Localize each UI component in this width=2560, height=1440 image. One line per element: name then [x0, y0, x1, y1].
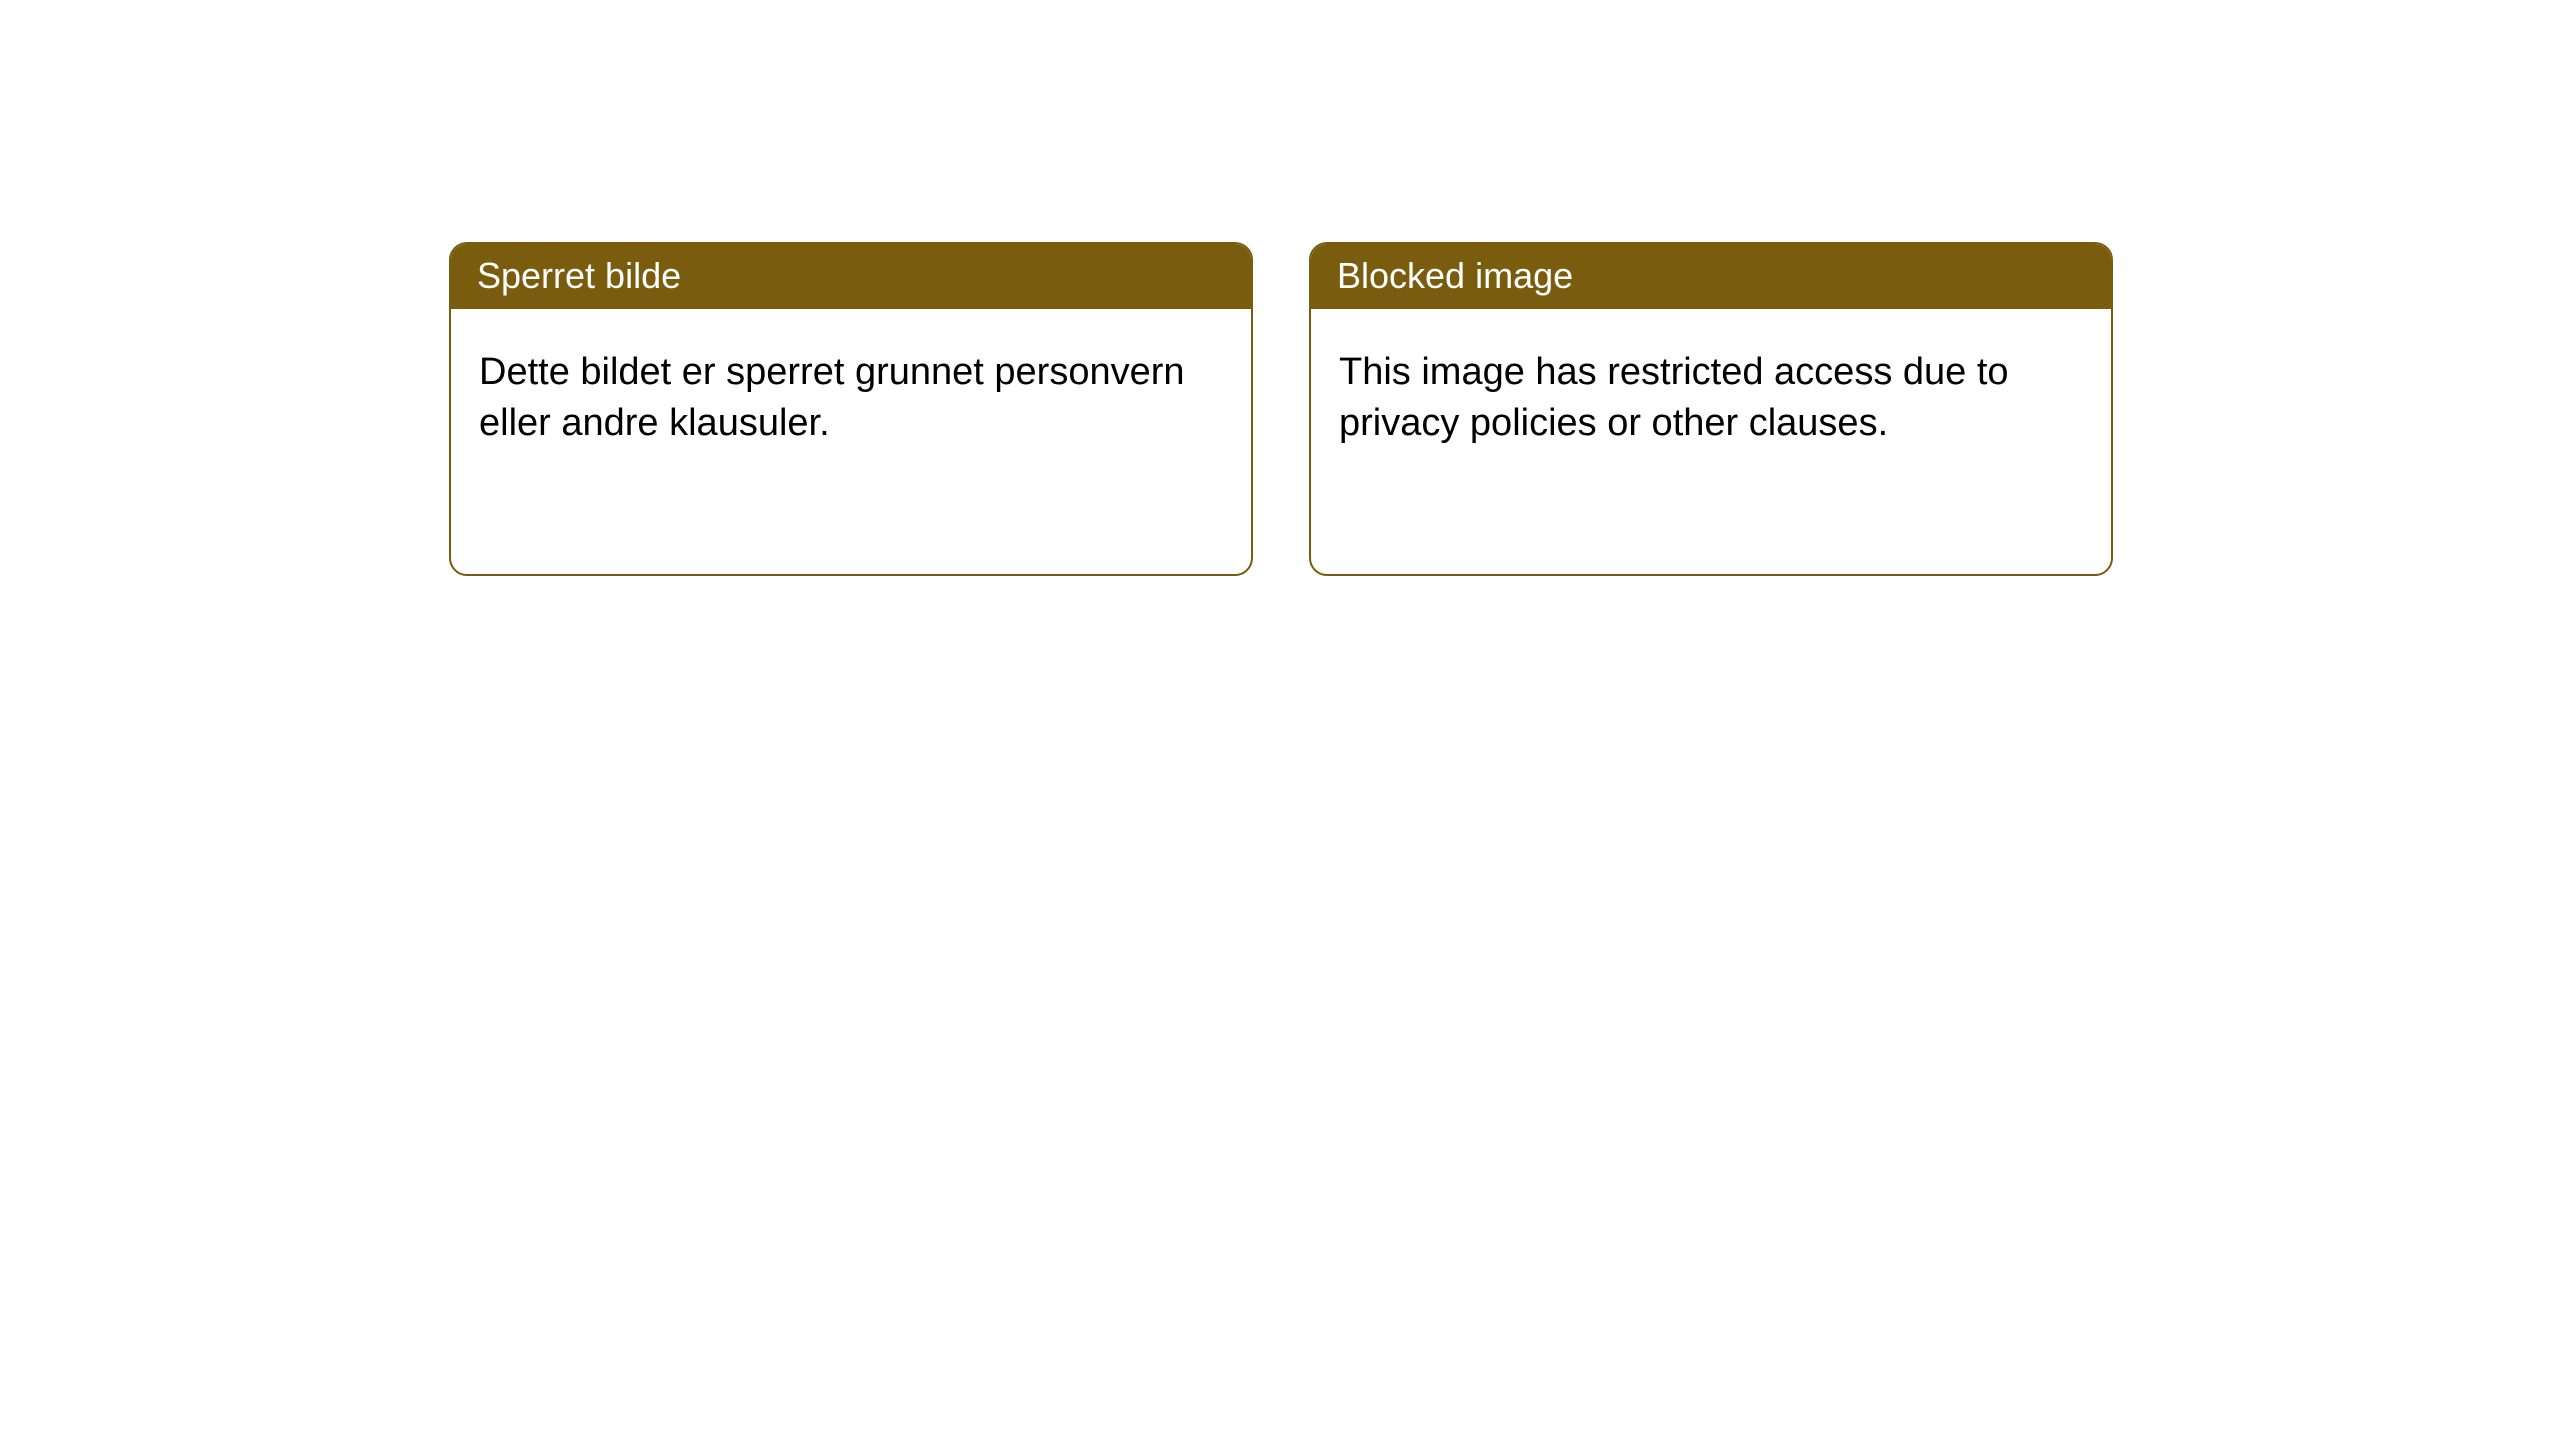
blocked-image-card-en: Blocked image This image has restricted … [1309, 242, 2113, 576]
notice-container: Sperret bilde Dette bildet er sperret gr… [0, 0, 2560, 576]
blocked-image-card-no-title: Sperret bilde [451, 244, 1251, 309]
blocked-image-card-no: Sperret bilde Dette bildet er sperret gr… [449, 242, 1253, 576]
blocked-image-card-en-title: Blocked image [1311, 244, 2111, 309]
blocked-image-card-en-message: This image has restricted access due to … [1311, 309, 2111, 478]
blocked-image-card-no-message: Dette bildet er sperret grunnet personve… [451, 309, 1251, 478]
